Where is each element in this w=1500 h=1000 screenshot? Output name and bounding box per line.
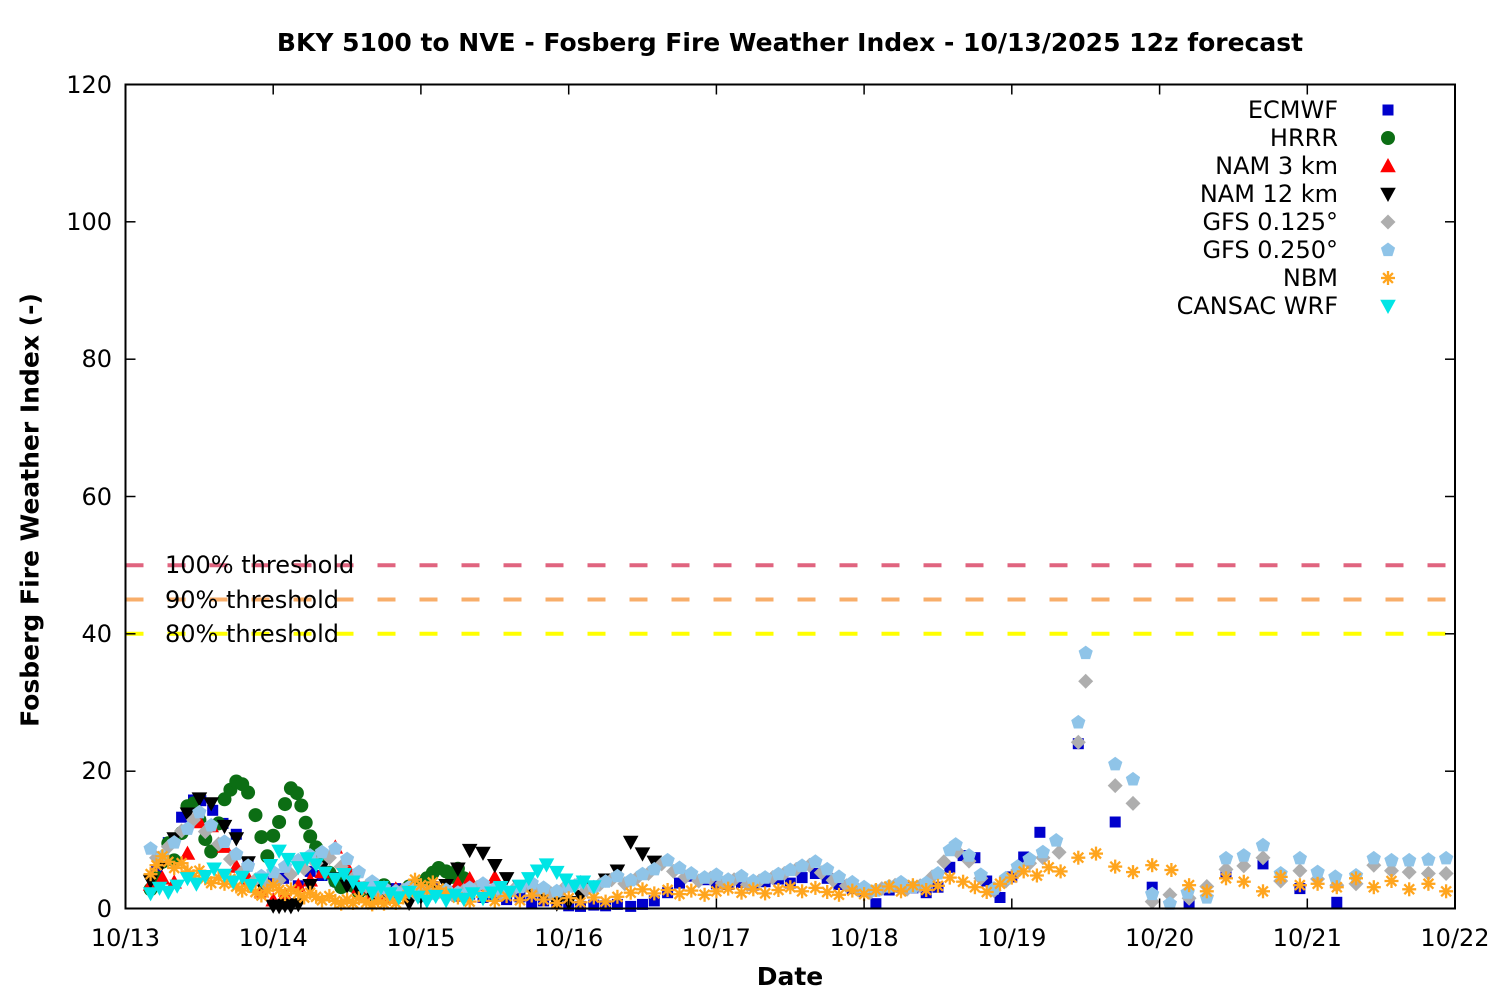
x-tick-label-10-19: 10/19: [977, 924, 1047, 952]
triangle-down-marker-icon: [1380, 187, 1396, 202]
y-tick-label-0: 0: [96, 894, 112, 923]
y-tick-label-80: 80: [81, 345, 112, 374]
legend-item-ecmwf: ECMWF: [0, 96, 1404, 124]
x-tick-label-10-14: 10/14: [238, 924, 308, 952]
x-tick-label-10-18: 10/18: [829, 924, 899, 952]
legend-item-nam-12-km: NAM 12 km: [0, 180, 1404, 208]
x-tick-label-10-17: 10/17: [681, 924, 751, 952]
legend-item-nbm: NBM: [0, 264, 1404, 292]
circle-marker-icon: [1381, 131, 1395, 145]
triangle-up-marker-icon: [1380, 158, 1396, 173]
x-tick-label-10-22: 10/22: [1420, 924, 1490, 952]
pentagon-marker-icon: [1380, 242, 1396, 257]
diamond-marker-icon: [1380, 214, 1396, 230]
legend: ECMWF HRRR NAM 3 km NAM 12 km GFS 0.125° GFS …: [0, 96, 1404, 320]
legend-label: HRRR: [1269, 124, 1338, 152]
y-tick-label-60: 60: [81, 482, 112, 511]
legend-item-hrrr: HRRR: [0, 124, 1404, 152]
asterisk-marker-icon: [1381, 271, 1395, 285]
threshold-label-80: 80% threshold: [165, 619, 339, 648]
x-axis-title: Date: [756, 962, 824, 991]
x-tick-label-10-21: 10/21: [1272, 924, 1342, 952]
legend-item-gfs-0-125-: GFS 0.125°: [0, 208, 1404, 236]
legend-label: NBM: [1282, 264, 1338, 292]
x-tick-label-10-16: 10/16: [534, 924, 604, 952]
y-tick-label-20: 20: [81, 757, 112, 786]
y-tick-label-100: 100: [66, 207, 112, 236]
x-tick-label-10-20: 10/20: [1124, 924, 1195, 952]
legend-label: NAM 12 km: [1199, 180, 1338, 208]
threshold-label-90: 90% threshold: [165, 585, 339, 614]
chart-title: BKY 5100 to NVE - Fosberg Fire Weather I…: [276, 28, 1304, 57]
legend-label: NAM 3 km: [1215, 152, 1338, 180]
threshold-label-100: 100% threshold: [165, 551, 355, 580]
legend-item-gfs-0-250-: GFS 0.250°: [0, 236, 1404, 264]
legend-label: GFS 0.125°: [1202, 208, 1338, 236]
y-tick-label-40: 40: [81, 619, 112, 648]
legend-label: GFS 0.250°: [1202, 236, 1338, 264]
y-tick-label-120: 120: [66, 70, 112, 99]
legend-item-nam-3-km: NAM 3 km: [0, 152, 1404, 180]
triangle-down-marker-icon: [1380, 299, 1396, 314]
legend-label: CANSAC WRF: [1176, 292, 1338, 320]
x-tick-label-10-13: 10/13: [90, 924, 161, 952]
legend-label: ECMWF: [1247, 96, 1338, 124]
legend-item-cansac-wrf: CANSAC WRF: [0, 292, 1404, 320]
square-marker-icon: [1382, 104, 1394, 116]
x-tick-label-10-15: 10/15: [386, 924, 456, 952]
